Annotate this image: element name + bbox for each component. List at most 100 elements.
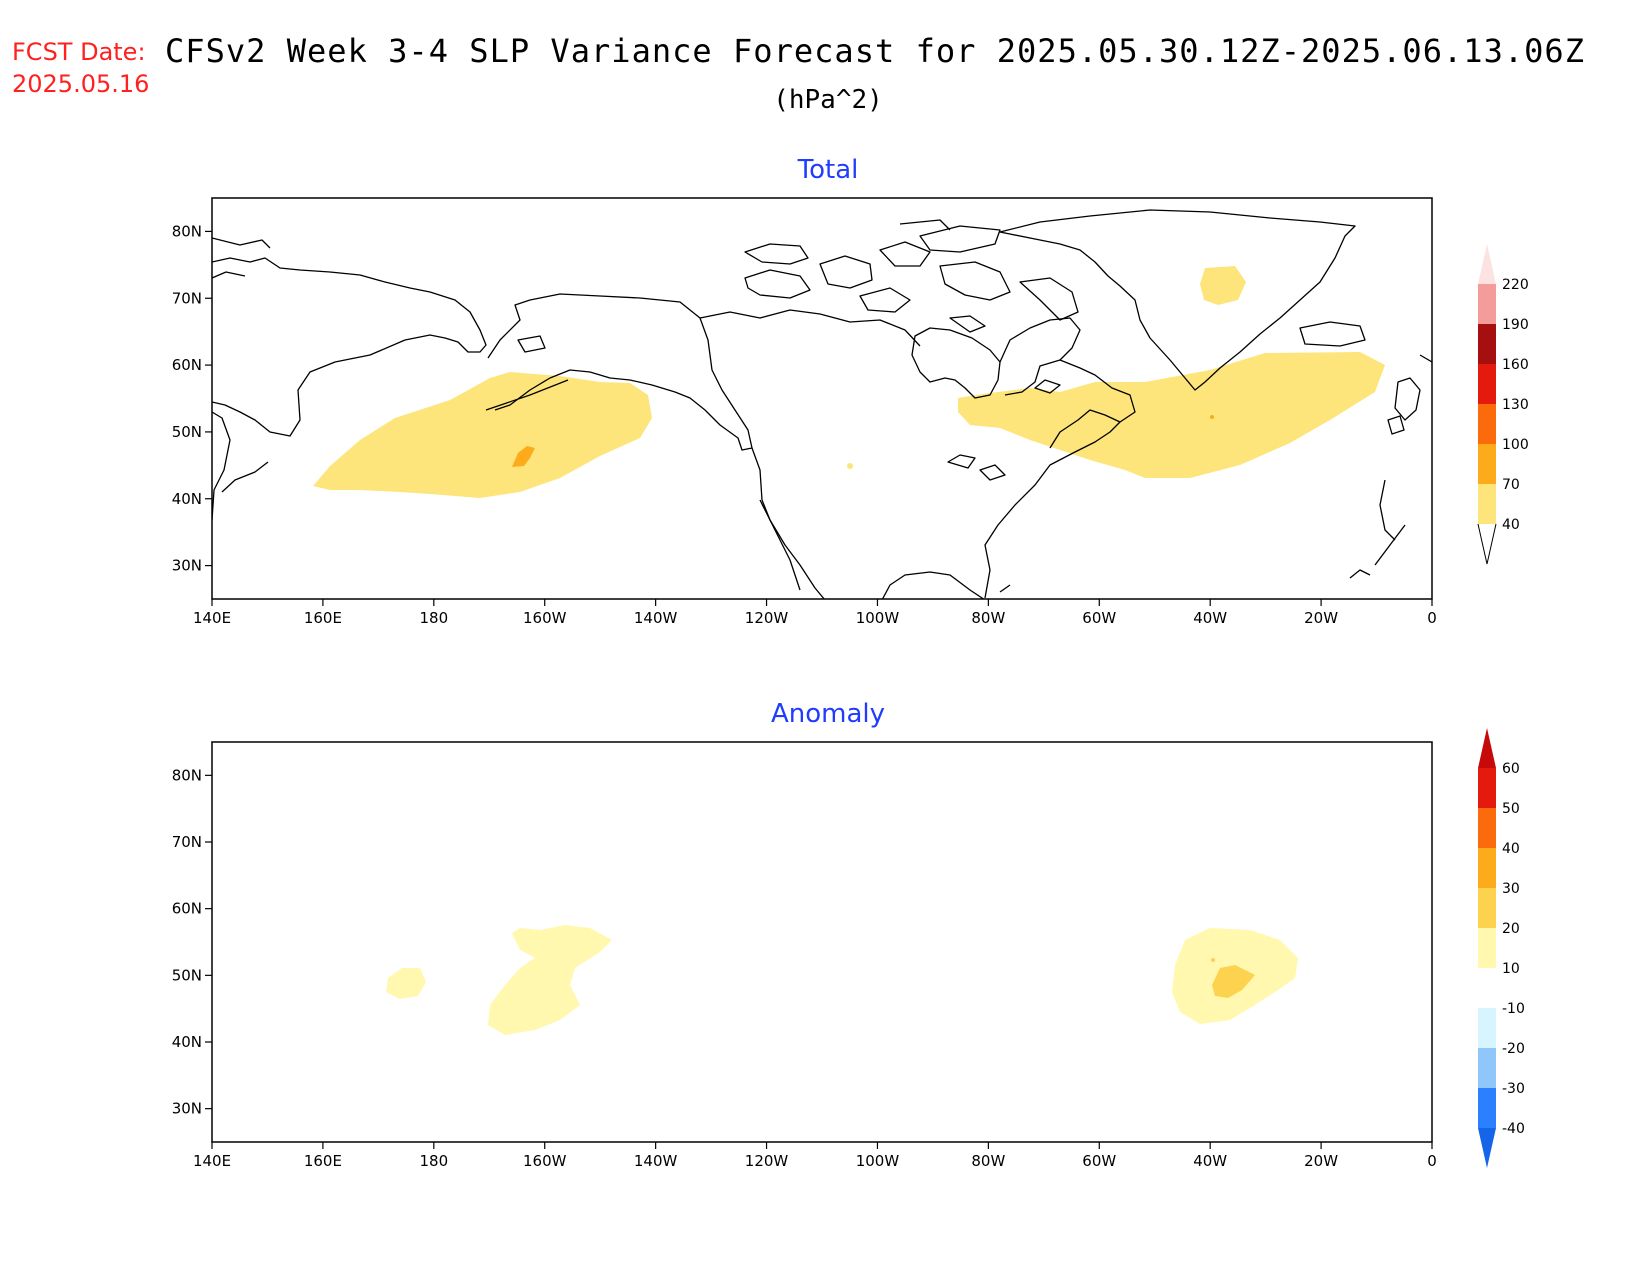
lat-tick-label: 40N xyxy=(172,490,202,508)
colorbar-swatch xyxy=(1478,364,1496,404)
lon-tick-label: 60W xyxy=(1082,609,1116,627)
lon-tick-label: 60W xyxy=(1082,1152,1116,1170)
colorbar-lower-end xyxy=(1477,523,1497,565)
colorbar-swatch xyxy=(1478,848,1496,888)
colorbar-tick-label: -30 xyxy=(1502,1081,1525,1097)
colorbar-swatch xyxy=(1478,444,1496,484)
lat-tick-label: 60N xyxy=(172,900,202,918)
lon-tick-label: 140E xyxy=(193,609,231,627)
lon-tick-label: 20W xyxy=(1304,1152,1338,1170)
panel-title-anomaly: Anomaly xyxy=(771,699,885,729)
colorbar-swatch xyxy=(1478,404,1496,444)
colorbar-swatch xyxy=(1478,928,1496,968)
colorbar-swatch xyxy=(1478,1128,1496,1168)
lon-tick-label: 180 xyxy=(419,609,448,627)
lon-axis-total: 140E 160E 180 160W 140W 120W 100W 80W 60W 40W 20W 0 xyxy=(193,599,1437,627)
lon-tick-label: 0 xyxy=(1427,609,1437,627)
colorbar-tick-label: 220 xyxy=(1502,277,1529,293)
colorbar-tick-label: 160 xyxy=(1502,357,1529,373)
shade-dateline-10-20 xyxy=(386,968,426,999)
lon-tick-label: 140W xyxy=(634,609,678,627)
colorbar-swatch xyxy=(1478,968,1496,1008)
shade-spot-atlantic xyxy=(1211,958,1215,962)
lat-tick-label: 70N xyxy=(172,833,202,851)
lon-tick-label: 160W xyxy=(523,1152,567,1170)
colorbar-swatch xyxy=(1478,808,1496,848)
colorbar-anomaly: -40 -30 -20 -10 10 20 30 40 50 60 xyxy=(1478,728,1525,1168)
plot-frame-total xyxy=(211,197,1433,600)
coastlines-total xyxy=(212,209,1432,599)
colorbar-tick-label: 130 xyxy=(1502,397,1529,413)
colorbar-total: 40 70 100 130 160 190 220 xyxy=(1477,244,1529,565)
fcst-date-value: 2025.05.16 xyxy=(12,70,149,98)
lat-tick-label: 30N xyxy=(172,557,202,575)
lon-tick-label: 40W xyxy=(1193,609,1227,627)
chart-title: CFSv2 Week 3-4 SLP Variance Forecast for… xyxy=(165,32,1585,70)
plot-frame-anomaly xyxy=(211,741,1433,1143)
shade-spot-100w xyxy=(847,463,853,469)
shade-atlantic-20-30 xyxy=(1212,965,1255,998)
shade-pacific-70-100 xyxy=(512,446,535,467)
lon-tick-label: 160E xyxy=(304,609,342,627)
shade-spot-40w xyxy=(1210,415,1214,419)
colorbar-swatch xyxy=(1478,244,1496,284)
shade-atlantic-40-70 xyxy=(958,352,1385,478)
lon-tick-label: 120W xyxy=(745,1152,789,1170)
colorbar-swatch xyxy=(1478,324,1496,364)
colorbar-tick-label: 40 xyxy=(1502,517,1520,533)
lon-tick-label: 80W xyxy=(971,609,1005,627)
lon-tick-label: 0 xyxy=(1427,1152,1437,1170)
colorbar-swatch xyxy=(1478,484,1496,524)
panel-anomaly: Anomaly xyxy=(172,699,1525,1170)
shading-total xyxy=(313,266,1385,498)
colorbar-tick-label: 20 xyxy=(1502,921,1520,937)
lat-tick-label: 60N xyxy=(172,356,202,374)
colorbar-swatch xyxy=(1478,728,1496,768)
colorbar-tick-label: 70 xyxy=(1502,477,1520,493)
lat-tick-label: 40N xyxy=(172,1033,202,1051)
colorbar-swatch xyxy=(1478,1008,1496,1048)
colorbar-swatch xyxy=(1478,284,1496,324)
colorbar-swatch xyxy=(1478,1048,1496,1088)
lon-tick-label: 20W xyxy=(1304,609,1338,627)
colorbar-tick-label: -40 xyxy=(1502,1121,1525,1137)
shade-greenland-40-70 xyxy=(1200,266,1246,305)
colorbar-tick-label: 190 xyxy=(1502,317,1529,333)
colorbar-tick-label: 60 xyxy=(1502,761,1520,777)
colorbar-tick-label: 10 xyxy=(1502,961,1520,977)
lon-tick-label: 160E xyxy=(304,1152,342,1170)
colorbar-swatch xyxy=(1478,888,1496,928)
lon-tick-label: 180 xyxy=(419,1152,448,1170)
panel-total: Total xyxy=(172,155,1529,627)
lat-tick-label: 80N xyxy=(172,222,202,240)
colorbar-tick-label: 30 xyxy=(1502,881,1520,897)
fcst-date-label: FCST Date: xyxy=(12,38,146,66)
colorbar-tick-label: -10 xyxy=(1502,1001,1525,1017)
colorbar-tick-label: 100 xyxy=(1502,437,1529,453)
lon-axis-anomaly: 140E 160E 180 160W 140W 120W 100W 80W 60W 40W 20W 0 xyxy=(193,1142,1437,1170)
colorbar-tick-label: 50 xyxy=(1502,801,1520,817)
colorbar-swatch xyxy=(1478,768,1496,808)
lat-tick-label: 50N xyxy=(172,423,202,441)
units-label: (hPa^2) xyxy=(773,85,883,115)
lon-tick-label: 140E xyxy=(193,1152,231,1170)
lat-tick-label: 30N xyxy=(172,1100,202,1118)
lon-tick-label: 80W xyxy=(971,1152,1005,1170)
lon-tick-label: 40W xyxy=(1193,1152,1227,1170)
colorbar-tick-label: 40 xyxy=(1502,841,1520,857)
shade-pacific-10-20 xyxy=(488,925,612,1035)
shade-pacific-40-70 xyxy=(313,372,652,498)
lat-axis-total: 80N 70N 60N 50N 40N 30N xyxy=(172,222,212,575)
lat-tick-label: 70N xyxy=(172,289,202,307)
lon-tick-label: 120W xyxy=(745,609,789,627)
lon-tick-label: 160W xyxy=(523,609,567,627)
lat-axis-anomaly: 80N 70N 60N 50N 40N 30N xyxy=(172,766,212,1118)
lon-tick-label: 140W xyxy=(634,1152,678,1170)
lon-tick-label: 100W xyxy=(856,609,900,627)
lat-tick-label: 50N xyxy=(172,966,202,984)
colorbar-tick-label: -20 xyxy=(1502,1041,1525,1057)
shading-anomaly xyxy=(386,925,1298,1035)
panel-title-total: Total xyxy=(797,155,859,185)
lat-tick-label: 80N xyxy=(172,766,202,784)
lon-tick-label: 100W xyxy=(856,1152,900,1170)
